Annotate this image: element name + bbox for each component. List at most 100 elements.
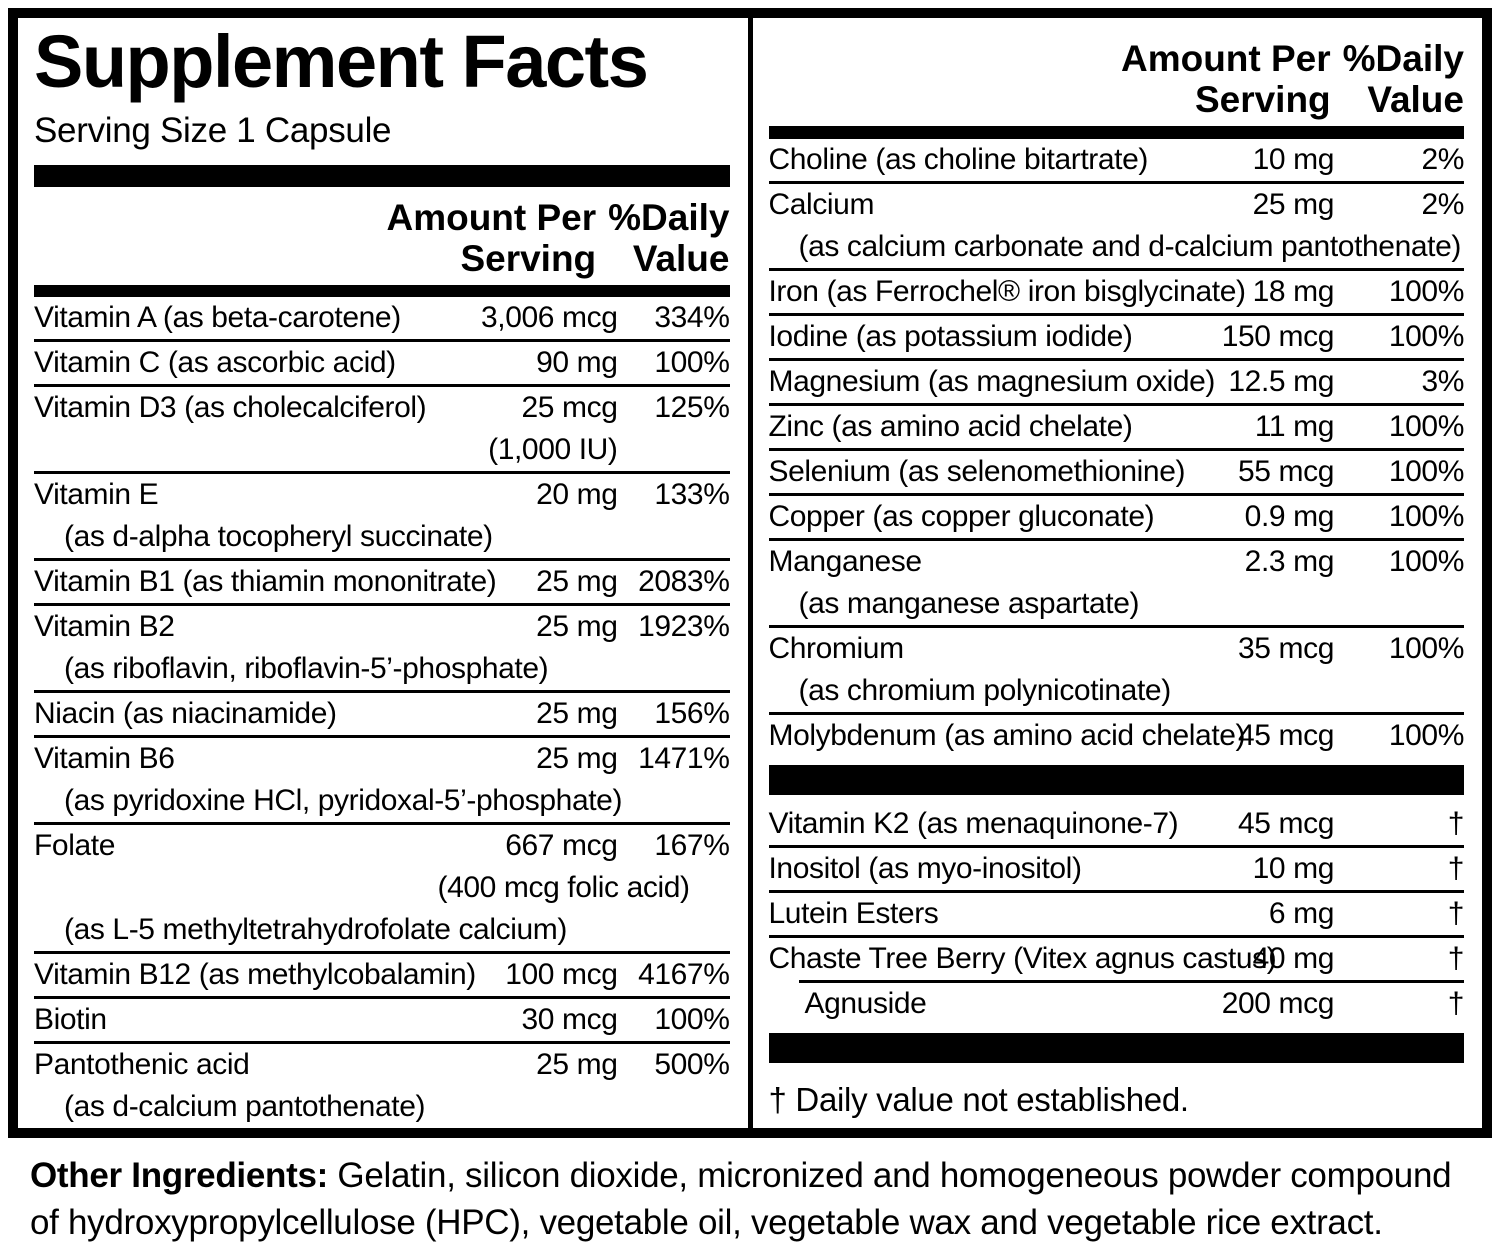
nutrient-name: Vitamin B1 (as thiamin mononitrate) [34,565,497,598]
nutrient-name: Pantothenic acid [34,1048,250,1081]
nutrient-amount: 18 mg [1252,275,1335,308]
other-ingredients: Other Ingredients: Gelatin, silicon diox… [0,1138,1500,1246]
table-row: Pantothenic acid 25 mg 500% [34,1041,730,1086]
table-row: Chromium 35 mcg 100% [768,625,1465,670]
divider-bar [768,126,1464,139]
other-ingredients-label: Other Ingredients: [30,1156,328,1195]
nutrient-name: Calcium [768,188,875,221]
nutrient-name: (as d-calcium pantothenate) [64,1090,426,1123]
nutrient-amount: 6 mg [1268,897,1335,930]
nutrient-name: Chromium [768,632,905,665]
table-row: Iron (as Ferrochel® iron bisglycinate) 1… [768,268,1464,313]
nutrient-name: Vitamin B2 [34,610,175,643]
nutrient-name: (as calcium carbonate and d-calcium pant… [798,230,1462,263]
table-row: Magnesium (as magnesium oxide) 12.5 mg 3… [768,358,1464,403]
nutrient-table-right-mid: Vitamin K2 (as menaquinone-7) 45 mcg † I… [768,803,1465,1025]
table-row: (as L-5 methyltetrahydrofolate calcium) [34,909,730,951]
nutrient-amount: 10 mg [1252,852,1335,885]
nutrient-daily-value: 100% [1388,545,1465,578]
column-headers: Amount Per Serving %Daily Value [769,38,1464,120]
table-row: Molybdenum (as amino acid chelate) 45 mc… [768,712,1464,757]
nutrient-amount: 25 mg [536,610,618,643]
nutrient-daily-value: † [1447,807,1465,840]
table-row: Chaste Tree Berry (Vitex agnus castus) 4… [768,935,1465,980]
nutrient-name: (as riboflavin, riboflavin-5’-phosphate) [64,652,549,685]
nutrient-daily-value: 2% [1421,188,1464,221]
divider-bar [768,1033,1464,1063]
nutrient-amount: 25 mg [536,1048,618,1081]
nutrient-amount: 25 mg [536,697,618,730]
nutrient-daily-value: † [1447,942,1465,975]
nutrient-name: Vitamin C (as ascorbic acid) [34,346,396,379]
nutrient-amount: 10 mg [1252,143,1335,176]
nutrient-amount: 55 mcg [1238,455,1334,488]
table-row: Vitamin C (as ascorbic acid) 90 mg 100% [34,339,730,384]
nutrient-name: Manganese [768,545,923,578]
nutrient-daily-value: 100% [1388,632,1465,665]
nutrient-name: Agnuside [804,987,927,1020]
table-row: Copper (as copper gluconate) 0.9 mg 100% [768,493,1464,538]
nutrient-amount: 25 mcg [521,391,618,424]
table-row: Niacin (as niacinamide) 25 mg 156% [34,690,730,735]
column-header-amount: Amount Per Serving [386,196,597,279]
table-row: Vitamin B12 (as methylcobalamin) 100 mcg… [34,951,730,996]
nutrient-name: Selenium (as selenomethionine) [768,455,1186,488]
divider-bar [768,765,1464,795]
nutrient-name: Vitamin A (as beta-carotene) [34,301,401,334]
table-row: Vitamin D3 (as cholecalciferol) 25 mcg 1… [34,384,730,429]
right-column: Amount Per Serving %Daily Value Choline … [753,18,1483,1128]
nutrient-name: Biotin [34,1003,107,1036]
table-row: Manganese 2.3 mg 100% [768,538,1465,583]
nutrient-name: (as pyridoxine HCl, pyridoxal-5’-phospha… [64,784,623,817]
nutrient-amount: (1,000 IU) [488,433,618,466]
nutrient-name: Molybdenum (as amino acid chelate) [768,719,1246,752]
nutrient-amount: 25 mg [536,565,618,598]
column-divider [747,18,753,1128]
table-row: Choline (as choline bitartrate) 10 mg 2% [769,139,1465,181]
nutrient-amount: 150 mcg [1221,320,1335,353]
table-row: Vitamin B2 25 mg 1923% [34,603,730,648]
column-header-daily-value: %Daily Value [608,196,730,279]
table-row: Vitamin A (as beta-carotene) 3,006 mcg 3… [34,297,730,339]
table-row: (as d-alpha tocopheryl succinate) [34,516,730,558]
nutrient-amount: 40 mg [1252,942,1335,975]
table-row: (as pyridoxine HCl, pyridoxal-5’-phospha… [34,780,730,822]
table-row: Biotin 30 mcg 100% [34,996,730,1041]
nutrient-daily-value: 156% [654,697,730,730]
nutrient-amount: 200 mcg [1221,987,1335,1020]
nutrient-name: Magnesium (as magnesium oxide) [768,365,1216,398]
nutrient-name: Copper (as copper gluconate) [768,500,1155,533]
other-ingredients-text: Gelatin, silicon dioxide, micronized and… [30,1156,1452,1242]
nutrient-daily-value: 133% [654,478,730,511]
table-row: (as manganese aspartate) [769,583,1465,625]
table-row: Calcium 25 mg 2% [768,181,1464,226]
nutrient-table-left: Vitamin A (as beta-carotene) 3,006 mcg 3… [34,297,730,1128]
nutrient-name: Niacin (as niacinamide) [34,697,337,730]
nutrient-amount: (400 mcg folic acid) [437,871,691,904]
column-header-amount: Amount Per Serving [1120,38,1331,120]
table-row: Vitamin E 20 mg 133% [34,471,730,516]
nutrient-name: Vitamin K2 (as menaquinone-7) [768,807,1179,840]
column-headers: Amount Per Serving %Daily Value [34,196,730,279]
nutrient-name: (as L-5 methyltetrahydrofolate calcium) [64,913,567,946]
nutrient-daily-value: 3% [1421,365,1464,398]
nutrient-name: Vitamin B12 (as methylcobalamin) [34,958,476,991]
nutrient-name: (as chromium polynicotinate) [798,674,1172,707]
nutrient-name: Inositol (as myo-inositol) [768,852,1082,885]
nutrient-amount: 3,006 mcg [481,301,618,334]
column-header-daily-value: %Daily Value [1342,38,1464,120]
nutrient-amount: 100 mcg [505,958,618,991]
nutrient-amount: 11 mg [1254,410,1335,443]
nutrient-name: (as d-alpha tocopheryl succinate) [64,520,493,553]
nutrient-daily-value: 334% [654,301,730,334]
nutrient-name: Iron (as Ferrochel® iron bisglycinate) [768,275,1246,308]
nutrient-name: Vitamin E [34,478,159,511]
nutrient-daily-value: 100% [1388,455,1465,488]
nutrient-daily-value: 125% [654,391,730,424]
nutrient-amount: 667 mcg [505,829,618,862]
nutrient-daily-value: 167% [654,829,730,862]
nutrient-amount: 30 mcg [521,1003,618,1036]
nutrient-amount: 20 mg [536,478,618,511]
nutrient-amount: 25 mg [536,742,618,775]
nutrient-name: Chaste Tree Berry (Vitex agnus castus) [768,942,1277,975]
